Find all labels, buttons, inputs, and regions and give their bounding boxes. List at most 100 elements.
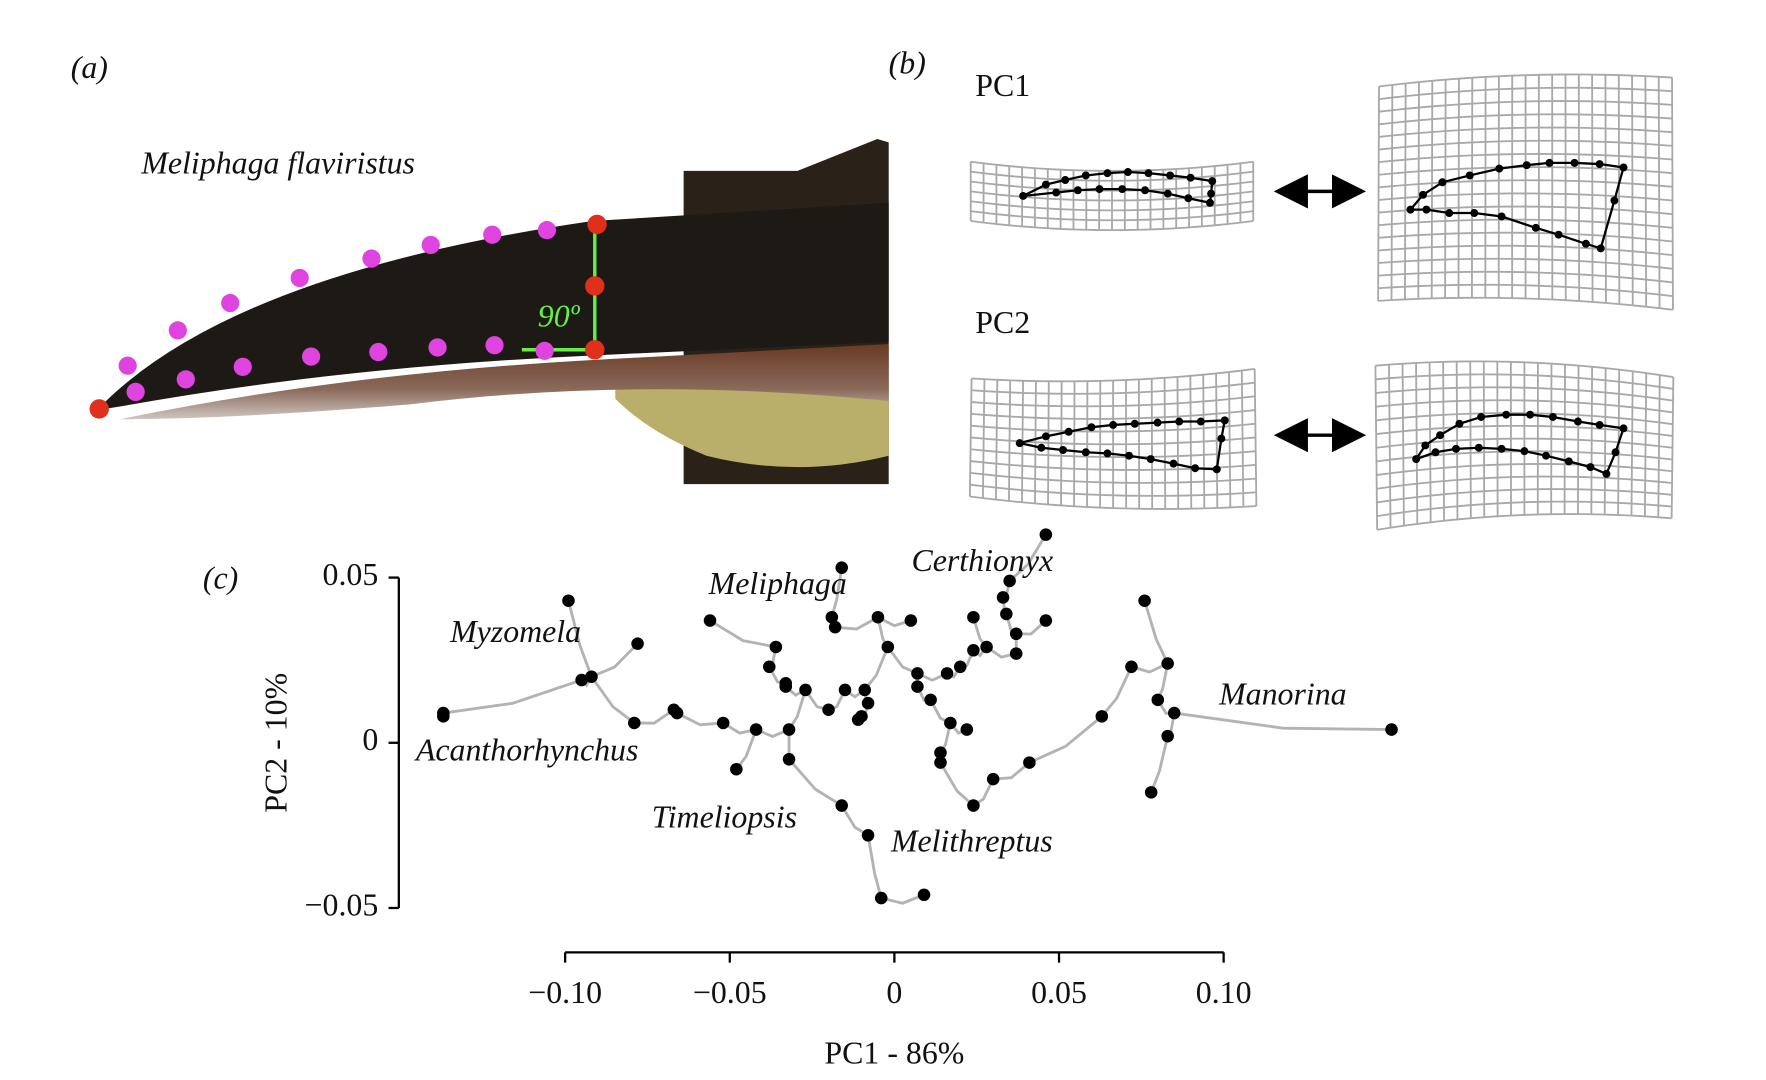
grid-line (1378, 231, 1673, 243)
point (924, 693, 937, 707)
grid-line (1378, 86, 1673, 101)
tree-branch (835, 615, 879, 631)
grid-line (969, 495, 1257, 510)
landmark (1041, 180, 1050, 189)
x-tick-label: 0 (886, 975, 902, 1010)
point (1095, 710, 1109, 723)
grid-line (1378, 139, 1673, 151)
landmark (1452, 444, 1461, 453)
genus-label: Meliphaga (708, 566, 847, 601)
point (986, 772, 1000, 786)
landmark (1526, 410, 1535, 419)
grid-line (1378, 113, 1673, 126)
tree-branch (1008, 533, 1048, 582)
grid-line (1631, 75, 1634, 306)
landmark (1220, 416, 1229, 425)
pc-label: PC1 (975, 68, 1030, 103)
landmark (1548, 412, 1557, 421)
tree-branch (1174, 711, 1392, 731)
landmark (1184, 194, 1193, 203)
grid-line (1378, 244, 1673, 257)
landmark (1123, 168, 1132, 177)
point (730, 762, 743, 776)
point (917, 888, 931, 902)
landmark (1419, 190, 1427, 199)
grid-line (971, 381, 1255, 395)
panel-label: (c) (203, 560, 238, 595)
landmark (1422, 205, 1431, 214)
point (763, 660, 776, 674)
point (562, 594, 575, 607)
grid-line (969, 483, 1257, 497)
grid-line (1378, 179, 1673, 189)
landmark (1125, 451, 1134, 460)
landmark (1554, 230, 1563, 239)
point (575, 673, 588, 687)
grid-line (970, 448, 1256, 459)
tree-branch (866, 835, 883, 899)
species-label: Meliphaga flaviristus (140, 146, 415, 181)
landmark (1064, 427, 1073, 436)
tree-branch (863, 646, 890, 691)
grid-line (1377, 86, 1380, 301)
landmark (1531, 223, 1540, 232)
point (628, 716, 641, 730)
landmark (1610, 196, 1619, 205)
tree-branch (590, 642, 639, 679)
point (940, 667, 954, 680)
tree-branch (1143, 600, 1169, 665)
landmark (1081, 448, 1090, 457)
grid-line (1377, 513, 1672, 531)
landmark (1037, 443, 1046, 452)
grid-line (1617, 75, 1621, 305)
grid-line (1378, 283, 1673, 298)
tree-branch (787, 758, 843, 807)
landmark (1015, 439, 1024, 448)
x-tick-label: −0.05 (693, 975, 767, 1010)
point (874, 891, 888, 905)
tree-branch (939, 761, 975, 807)
grid-line (1644, 76, 1648, 307)
landmark (1087, 423, 1096, 432)
grid-line (1390, 84, 1394, 301)
landmark (1573, 417, 1582, 426)
grid-line (1376, 488, 1673, 504)
grid-line (1417, 82, 1420, 299)
landmark (1470, 209, 1479, 218)
landmark (1465, 171, 1474, 180)
grid-line (970, 210, 1254, 222)
landmark (1438, 178, 1447, 187)
point (822, 703, 835, 717)
point (779, 680, 793, 693)
tree-branch (735, 729, 758, 771)
genus-label: Manorina (1218, 677, 1347, 712)
grid-line (1378, 257, 1673, 270)
landmark (1495, 164, 1504, 173)
grid-line (1404, 83, 1407, 300)
landmark (1436, 431, 1445, 440)
point (838, 683, 852, 697)
scatter-plot: −0.05 0 0.05 −0.10 −0.05 0 0.05 0.10 PC1 - 86% PC… (259, 528, 1398, 1070)
point (967, 644, 980, 657)
grid-line (1376, 475, 1673, 490)
landmark (1581, 239, 1590, 248)
landmark (1175, 417, 1184, 426)
landmark (1103, 449, 1112, 458)
point (825, 610, 839, 624)
tree-branch (1028, 715, 1103, 764)
landmark (1191, 464, 1200, 473)
point (967, 610, 980, 624)
genus-label: Myzomela (449, 614, 581, 649)
grid-line (970, 190, 1254, 202)
point (1125, 660, 1138, 674)
point (670, 706, 684, 720)
grid-line (970, 220, 1254, 232)
tree-branch (1100, 666, 1133, 718)
point (1151, 693, 1165, 707)
point (861, 696, 875, 710)
landmark (1095, 185, 1104, 194)
tree-branch (567, 600, 593, 678)
landmark (1153, 418, 1162, 427)
